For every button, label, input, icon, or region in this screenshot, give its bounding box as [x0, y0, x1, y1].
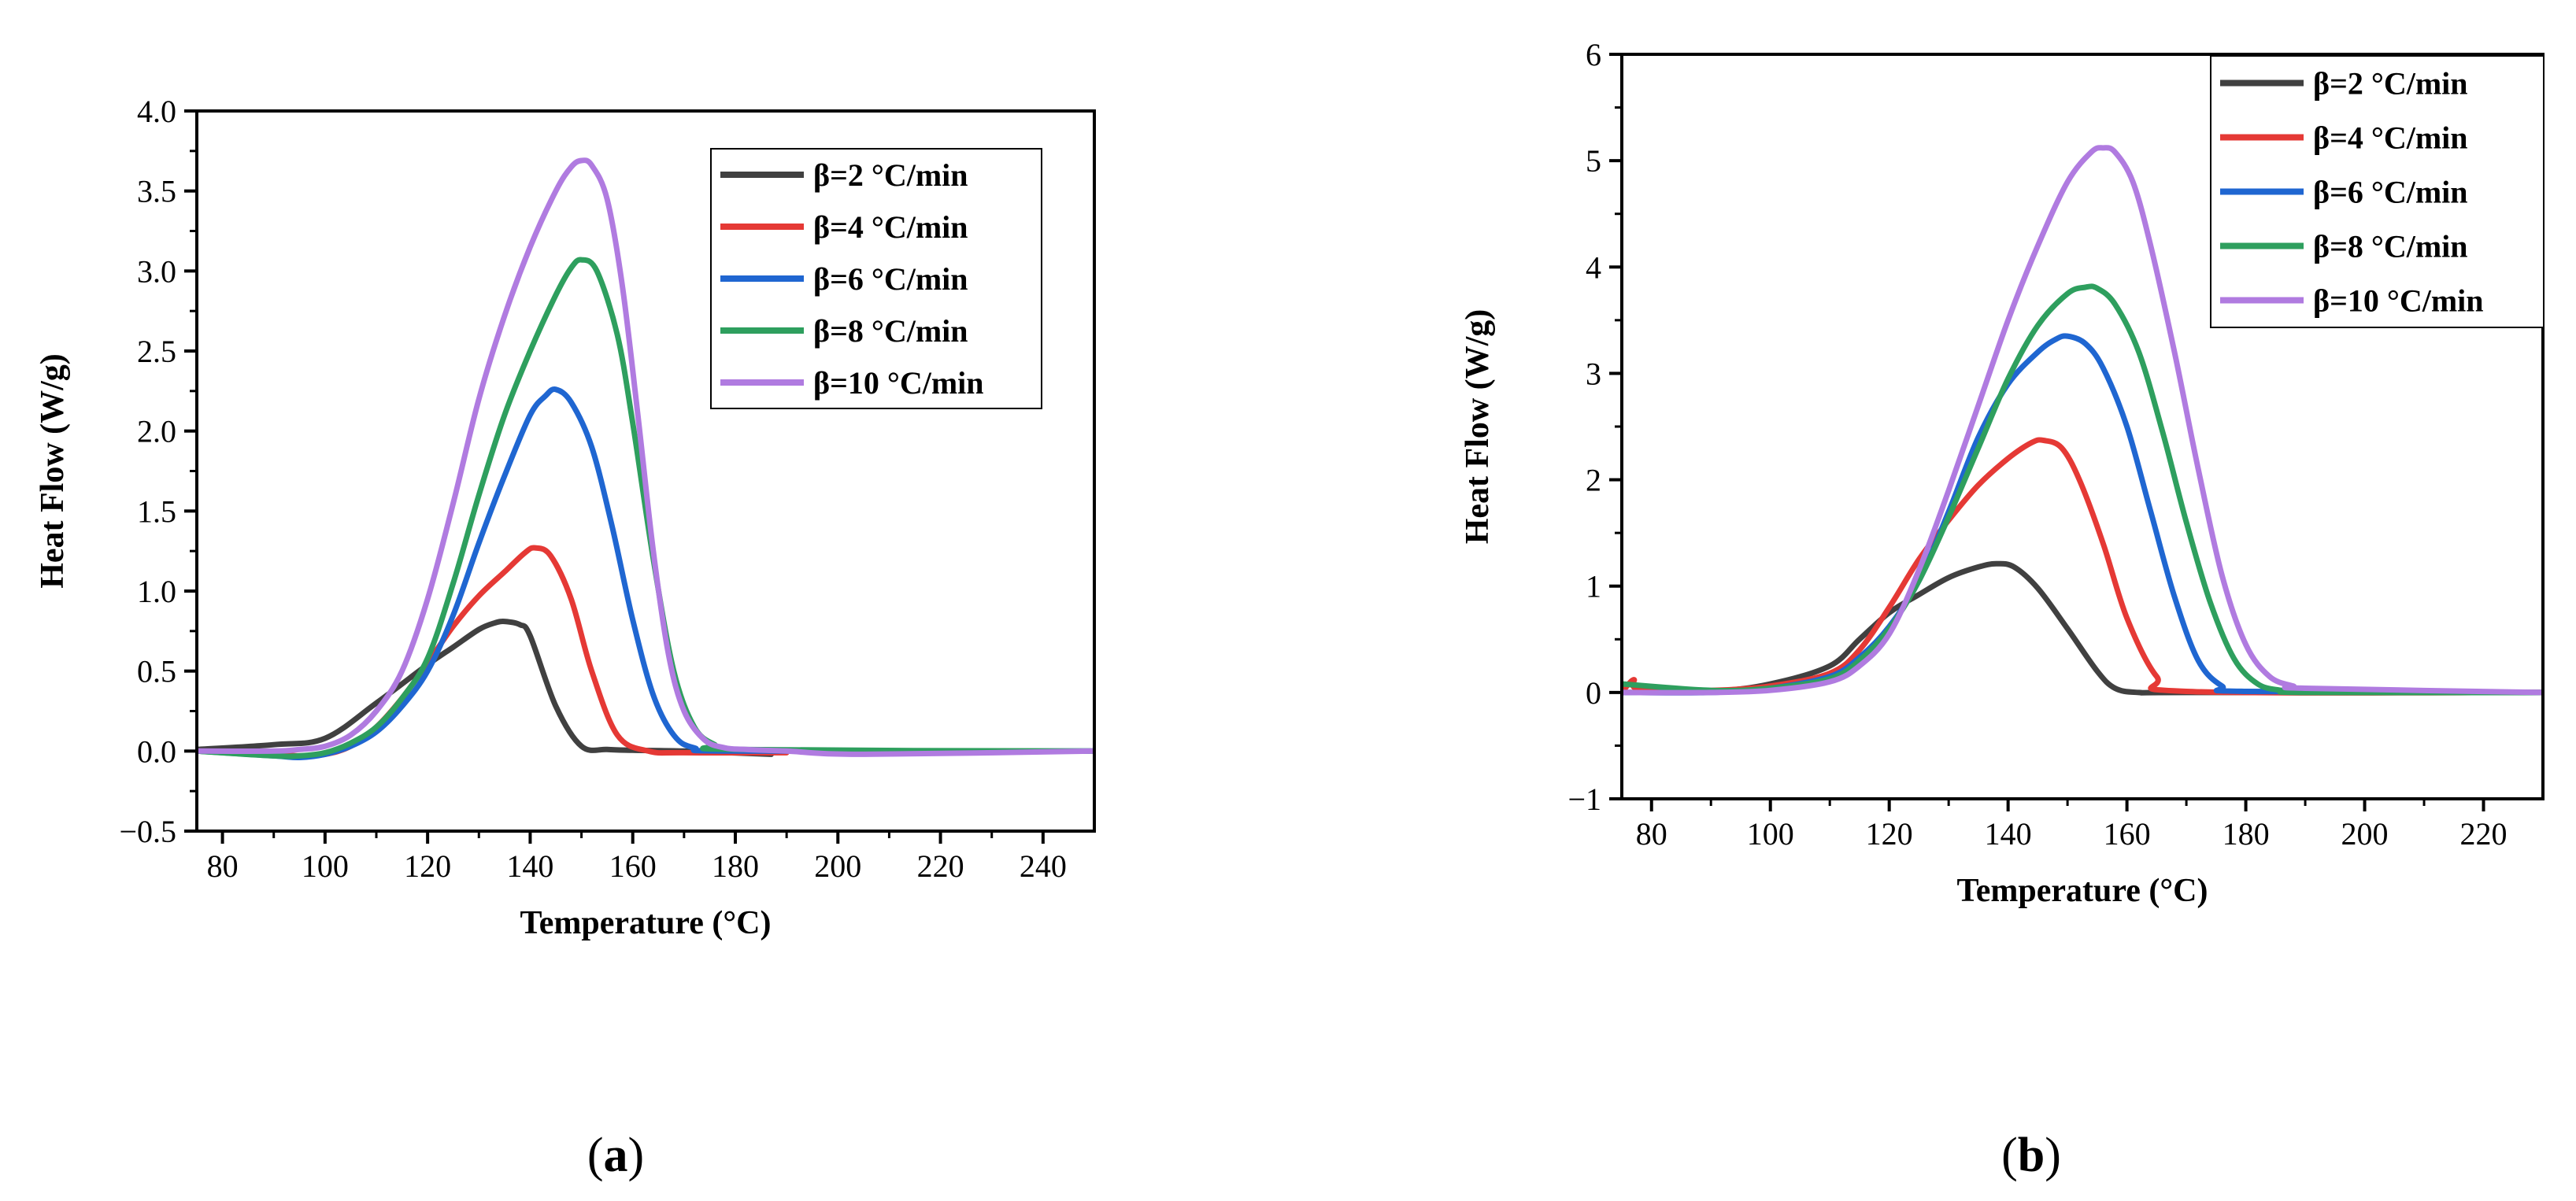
- chart-a-legend-label-2: β=6 °C/min: [813, 261, 968, 297]
- y-tick-label: 5: [1586, 143, 1601, 179]
- chart-a-legend-label-3: β=8 °C/min: [813, 313, 968, 349]
- y-tick-label: 2.5: [137, 334, 176, 369]
- chart-a-legend-label-4: β=10 °C/min: [813, 365, 984, 401]
- x-tick-label: 100: [302, 848, 349, 884]
- x-tick-label: 160: [2104, 816, 2151, 852]
- x-tick-label: 220: [917, 848, 964, 884]
- y-tick-label: 2.0: [137, 414, 176, 449]
- y-tick-label: 0.0: [137, 734, 176, 769]
- chart-a-series-line-2: [197, 386, 1094, 761]
- y-tick-label: 2: [1586, 463, 1601, 498]
- panel-a-open-paren: (: [587, 1129, 604, 1182]
- x-tick-label: 100: [1747, 816, 1794, 852]
- y-tick-label: 4: [1586, 249, 1601, 285]
- panel-a-close-paren: ): [628, 1129, 645, 1182]
- chart-b-lines: [1622, 145, 2543, 696]
- chart-a-series-line-4: [197, 157, 1094, 757]
- chart-b-legend-label-0: β=2 °C/min: [2313, 66, 2468, 102]
- chart-a-lines: [197, 157, 1094, 761]
- chart-b-series-line-0: [1622, 560, 2543, 696]
- chart-a-y-axis-title: Heat Flow (W/g): [35, 353, 71, 589]
- chart-a-panel-label: (a): [587, 1129, 644, 1182]
- chart-b-series-group: [1622, 145, 2543, 696]
- x-tick-label: 200: [814, 848, 861, 884]
- y-tick-label: −1: [1567, 782, 1601, 817]
- x-tick-label: 80: [207, 848, 239, 884]
- y-tick-label: 3.5: [137, 174, 176, 209]
- x-tick-label: 200: [2341, 816, 2389, 852]
- y-tick-label: 3: [1586, 356, 1601, 391]
- y-tick-label: 6: [1586, 37, 1601, 72]
- chart-a-legend-label-1: β=4 °C/min: [813, 209, 968, 245]
- y-tick-label: 4.0: [137, 94, 176, 129]
- x-tick-label: 140: [506, 848, 553, 884]
- chart-a-ticks: 80 100 120 140 160 180 200 220 240 −0.5 0.0 0.5 1.0 1…: [119, 94, 1066, 884]
- chart-a-series-line-0: [197, 619, 775, 757]
- y-tick-label: −0.5: [119, 814, 176, 849]
- chart-a-series-line-1: [197, 545, 790, 759]
- panel-b-close-paren: ): [2045, 1129, 2061, 1182]
- y-tick-label: 1: [1586, 569, 1601, 604]
- chart-b-series-line-4: [1622, 145, 2543, 696]
- chart-b-legend-label-4: β=10 °C/min: [2313, 283, 2484, 319]
- x-tick-label: 120: [1866, 816, 1913, 852]
- x-tick-label: 160: [609, 848, 657, 884]
- y-tick-label: 1.5: [137, 493, 176, 529]
- panel-a-letter: a: [604, 1129, 628, 1182]
- chart-b-ticks: 80 100 120 140 160 180 200 220 −1 0 1 2 3 4 5 6: [1567, 37, 2507, 852]
- x-tick-label: 140: [1985, 816, 2032, 852]
- x-tick-label: 80: [1636, 816, 1667, 852]
- chart-a-legend-box: [710, 148, 1042, 409]
- panel-b-open-paren: (: [2001, 1129, 2018, 1182]
- chart-a-series-group: [197, 157, 1094, 761]
- y-tick-label: 3.0: [137, 253, 176, 289]
- chart-b-legend-label-1: β=4 °C/min: [2313, 120, 2468, 156]
- chart-b-legend: β=2 °C/min β=4 °C/min β=6 °C/min β=8 °C/min…: [2210, 55, 2545, 328]
- x-tick-label: 240: [1020, 848, 1067, 884]
- y-tick-label: 1.0: [137, 574, 176, 609]
- chart-b-legend-label-2: β=6 °C/min: [2313, 175, 2468, 210]
- x-tick-label: 180: [712, 848, 759, 884]
- chart-b-x-axis-title: Temperature (°C): [1957, 873, 2208, 909]
- chart-panel-a: 80 100 120 140 160 180 200 220 240 −0.5 0.0 0.5 1.0 1…: [35, 94, 1096, 1182]
- panel-b-letter: b: [2018, 1129, 2045, 1182]
- x-tick-label: 120: [404, 848, 451, 884]
- chart-b-y-axis-title: Heat Flow (W/g): [1460, 309, 1496, 545]
- x-tick-label: 180: [2223, 816, 2270, 852]
- chart-b-legend-label-3: β=8 °C/min: [2313, 229, 2468, 264]
- chart-b-panel-label: (b): [2001, 1129, 2061, 1182]
- chart-a-legend-label-0: β=2 °C/min: [813, 157, 968, 193]
- chart-a-x-axis-title: Temperature (°C): [520, 905, 772, 941]
- x-tick-label: 220: [2460, 816, 2508, 852]
- chart-b-series-line-3: [1622, 283, 2543, 696]
- y-tick-label: 0: [1586, 675, 1601, 711]
- chart-b-series-line-2: [1622, 333, 2543, 696]
- y-tick-label: 0.5: [137, 654, 176, 689]
- chart-a-legend: β=2 °C/min β=4 °C/min β=6 °C/min β=8 °C/min…: [710, 148, 1042, 409]
- chart-panel-b: 80 100 120 140 160 180 200 220 −1 0 1 2 3 4 5 6 Tempera…: [1460, 37, 2545, 1182]
